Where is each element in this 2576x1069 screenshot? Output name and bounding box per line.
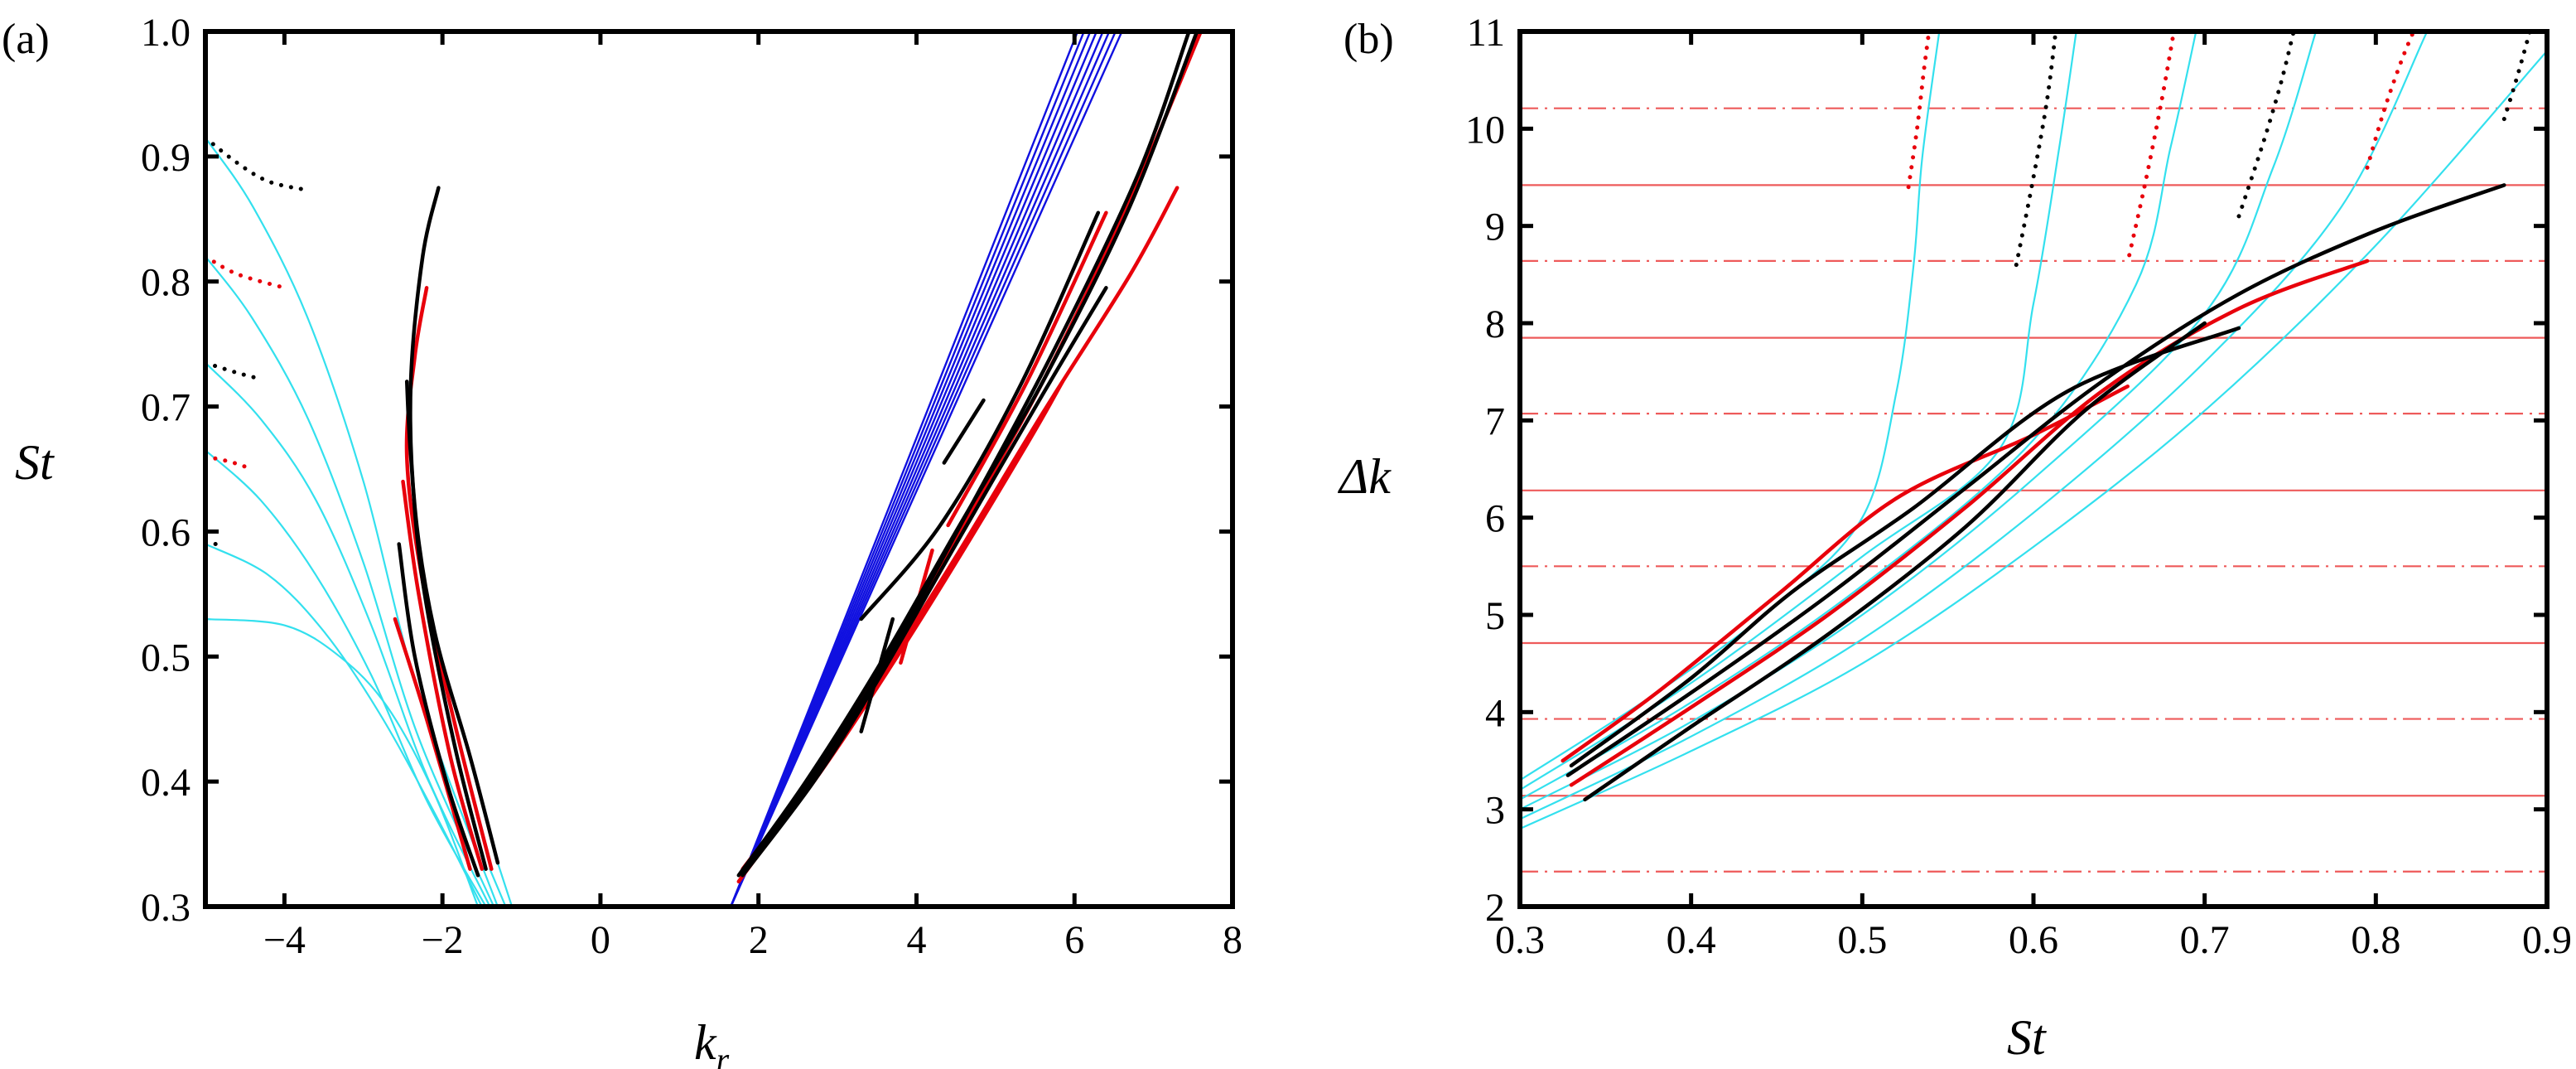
series-b-1-cyan (1520, 31, 2077, 791)
series-a-28-red (736, 31, 1204, 884)
series-b-15-red (2365, 31, 2416, 170)
x-tick-label-b-5: 0.8 (2351, 918, 2400, 962)
series-a-37-black (942, 398, 986, 465)
series-a-0-cyan (205, 617, 480, 907)
x-tick-label-b-6: 0.9 (2522, 918, 2572, 962)
y-tick-label-b-4: 6 (1485, 497, 1505, 541)
series-a-8-red (393, 617, 472, 871)
y-tick-label-a-2: 0.5 (141, 636, 191, 680)
series-a-27-black (736, 31, 1199, 878)
series-a-29-black (745, 31, 1191, 871)
y-tick-label-a-7: 1.0 (141, 11, 191, 55)
x-tick-label-a-3: 2 (749, 918, 769, 962)
series-a-26-blue (730, 31, 1079, 907)
series-a-31-black (740, 286, 1108, 878)
series-a-4-cyan (205, 255, 495, 907)
y-tick-label-a-0: 0.3 (141, 886, 191, 930)
x-tick-label-b-3: 0.6 (2009, 918, 2058, 962)
y-tick-label-b-9: 11 (1467, 11, 1505, 55)
series-a-33-black (859, 617, 895, 734)
y-tick-label-a-5: 0.8 (141, 261, 191, 305)
x-tick-label-a-4: 4 (906, 918, 926, 962)
series-a-3-cyan (205, 361, 491, 907)
x-tick-label-a-1: −2 (422, 918, 464, 962)
series-a-17-red (205, 454, 248, 469)
series-b-4-cyan (1520, 31, 2429, 820)
series-b-12-black (2014, 31, 2058, 268)
y-tick-label-b-7: 9 (1485, 206, 1505, 249)
plot-frame-a (203, 29, 1235, 909)
x-tick-label-b-1: 0.4 (1667, 918, 1716, 962)
x-tick-label-b-4: 0.7 (2180, 918, 2230, 962)
y-tick-label-b-8: 10 (1465, 108, 1505, 152)
x-axis-label-a: kr (694, 1015, 730, 1069)
y-tick-label-b-3: 5 (1485, 594, 1505, 638)
series-a-10-red (401, 479, 485, 871)
y-tick-label-b-6: 8 (1485, 302, 1505, 346)
x-tick-label-a-2: 0 (591, 918, 610, 962)
series-a-2-cyan (205, 449, 487, 907)
series-b-9-red (1569, 259, 2370, 787)
series-b-16-black (2501, 31, 2532, 122)
series-b-7-black (1569, 326, 2241, 768)
y-tick-label-b-0: 2 (1485, 886, 1505, 930)
panel-label-a: (a) (2, 16, 50, 63)
series-a-13-black (408, 186, 500, 865)
series-b-13-red (2127, 31, 2176, 258)
series-a-7-cyan (496, 862, 514, 907)
y-tick-label-a-4: 0.7 (141, 386, 191, 430)
y-tick-label-b-1: 3 (1485, 789, 1505, 833)
panel-label-b: (b) (1343, 16, 1394, 63)
series-b-8-black (1565, 183, 2506, 777)
x-tick-label-b-0: 0.3 (1495, 918, 1545, 962)
x-axis-label-a-sub: r (716, 1041, 730, 1069)
x-axis-label-a-main: k (694, 1015, 717, 1069)
series-b-2-cyan (1520, 31, 2197, 801)
series-b-3-cyan (1520, 31, 2318, 810)
series-b-10-black (1583, 321, 2207, 802)
y-tick-label-a-6: 0.9 (141, 136, 191, 180)
series-b-6-red (1561, 385, 2130, 763)
series-a-9-black (397, 542, 480, 878)
series-a-14-black (205, 135, 311, 193)
series-b-5-cyan (1520, 50, 2547, 830)
x-tick-label-a-6: 8 (1223, 918, 1242, 962)
series-b-11-red (1906, 31, 1932, 190)
series-a-1-cyan (205, 543, 483, 907)
y-tick-label-b-5: 7 (1485, 399, 1505, 443)
series-a-35-black (859, 210, 1101, 622)
panel-a: −4 −2 0 2 4 6 8 0.3 0.4 0.5 0.6 0.7 0.8 0.9 1.0 (a) St… (2, 11, 1242, 1069)
y-tick-label-b-2: 4 (1485, 691, 1505, 735)
x-tick-label-a-0: −4 (263, 918, 306, 962)
series-a-6-cyan (489, 868, 507, 907)
y-tick-label-a-1: 0.4 (141, 761, 191, 805)
series-a-36-red (946, 210, 1108, 528)
x-tick-label-a-5: 6 (1064, 918, 1084, 962)
y-tick-label-a-3: 0.6 (141, 510, 191, 554)
x-tick-label-b-2: 0.5 (1837, 918, 1887, 962)
x-axis-label-b: St (2007, 1010, 2047, 1065)
panel-b: 0.3 0.4 0.5 0.6 0.7 0.8 0.9 2 3 4 5 6 7 8 9 10 11 (b) Δk… (1338, 11, 2572, 1065)
series-a-5-cyan (205, 137, 499, 907)
plot-frame-b (1517, 29, 2549, 909)
y-axis-label-a: St (15, 435, 55, 490)
y-axis-label-b: Δk (1338, 449, 1392, 504)
